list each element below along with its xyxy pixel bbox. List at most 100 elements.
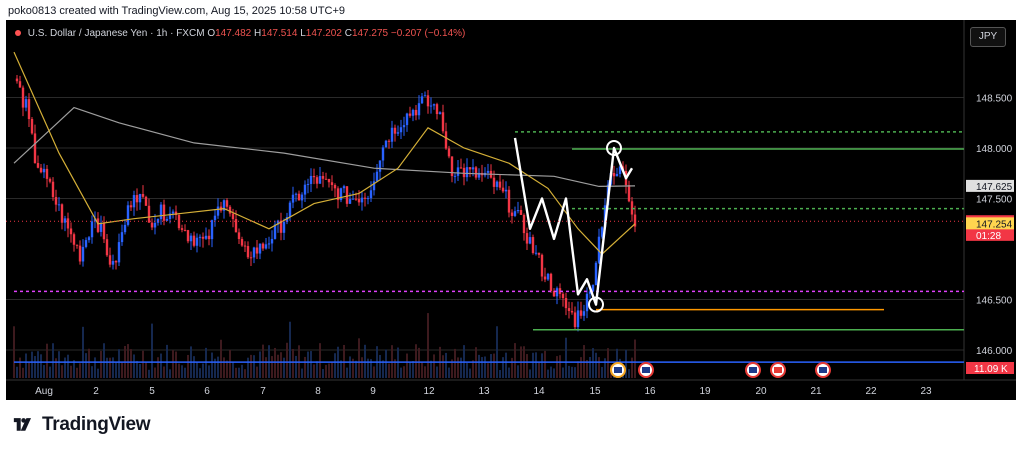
- time-tick-label: 2: [93, 386, 99, 397]
- candle-body: [471, 167, 475, 170]
- candle-body: [441, 112, 445, 132]
- currency-button[interactable]: JPY: [970, 27, 1006, 47]
- fast-ma-line: [13, 51, 636, 255]
- candle-body: [435, 104, 439, 115]
- candle-body: [618, 166, 622, 174]
- volume-bar: [232, 362, 234, 378]
- candle-body: [96, 218, 100, 232]
- volume-bar: [226, 360, 228, 378]
- price-chart[interactable]: 148.500 148.000 147.500 146.500 146.000 147.6…: [6, 20, 1016, 400]
- volume-bar: [193, 356, 195, 378]
- candle-body: [522, 214, 526, 234]
- volume-bar: [214, 358, 216, 378]
- volume-bar: [373, 366, 375, 378]
- candle-body: [294, 193, 298, 195]
- volume-bar: [382, 360, 384, 378]
- candle-body: [360, 197, 364, 203]
- volume-bar: [151, 323, 153, 378]
- volume-bar: [253, 355, 255, 378]
- candle-body: [57, 204, 61, 206]
- candle-body: [402, 125, 406, 128]
- volume-bar: [43, 365, 45, 378]
- candle-body: [357, 199, 361, 203]
- legend-low-label: L: [300, 28, 306, 39]
- volume-bar: [511, 357, 513, 378]
- candle-body: [18, 81, 22, 88]
- time-tick-label: 8: [315, 386, 321, 397]
- candle-body: [78, 245, 82, 262]
- volume-bar: [319, 343, 321, 378]
- candle-body: [519, 210, 523, 215]
- candle-body: [180, 228, 184, 230]
- volume-bar: [346, 367, 348, 378]
- volume-bar: [223, 357, 225, 378]
- volume-bar: [625, 349, 627, 378]
- candle-body: [99, 223, 103, 232]
- event-icon-inner: [642, 367, 650, 373]
- time-tick-label: 6: [204, 386, 210, 397]
- volume-bar: [295, 355, 297, 378]
- volume-bar: [301, 368, 303, 378]
- time-tick-label: 16: [644, 386, 656, 397]
- time-tick-label: 19: [699, 386, 711, 397]
- candle-body: [468, 167, 472, 170]
- candle-body: [258, 243, 262, 254]
- volume-bar: [565, 337, 567, 378]
- volume-bar: [127, 344, 129, 378]
- candle-body: [318, 176, 322, 184]
- volume-bar: [187, 354, 189, 378]
- candle-body: [486, 170, 490, 173]
- candle-body: [72, 234, 76, 245]
- volume-bar: [262, 344, 264, 378]
- candle-body: [366, 198, 370, 200]
- chart-caption: poko0813 created with TradingView.com, A…: [8, 5, 346, 17]
- candle-body: [21, 87, 25, 108]
- legend-symbol[interactable]: U.S. Dollar / Japanese Yen · 1h · FXCM: [27, 28, 205, 39]
- volume-bar: [100, 350, 102, 378]
- volume-bar: [568, 365, 570, 378]
- candle-body: [573, 312, 577, 328]
- candle-body: [510, 212, 514, 216]
- candle-body: [273, 224, 277, 239]
- volume-bar: [328, 363, 330, 378]
- chart-panel[interactable]: 148.500 148.000 147.500 146.500 146.000 147.6…: [6, 20, 1016, 400]
- candle-body: [81, 246, 85, 262]
- candle-body: [237, 232, 241, 240]
- volume-bar: [247, 357, 249, 378]
- candle-body: [264, 244, 268, 249]
- price-tick-label: 148.500: [976, 94, 1013, 105]
- volume-bar: [25, 353, 27, 378]
- volume-bar: [55, 358, 57, 378]
- candle-body: [243, 245, 247, 247]
- volume-bar: [322, 369, 324, 378]
- volume-bar: [496, 326, 498, 378]
- candle-body: [363, 197, 367, 199]
- volume-bar: [529, 369, 531, 378]
- volume-bar: [457, 357, 459, 378]
- volume-bar: [349, 356, 351, 378]
- candle-body: [246, 246, 250, 258]
- volume-bar: [313, 364, 315, 378]
- volume-bar: [430, 360, 432, 378]
- volume-bar: [331, 361, 333, 378]
- volume-bar: [508, 367, 510, 378]
- candle-body: [426, 95, 430, 107]
- price-tag-bg: [966, 217, 1014, 230]
- brand-name: TradingView: [42, 414, 151, 435]
- candle-body: [459, 167, 463, 169]
- time-tick-label: 20: [755, 386, 767, 397]
- candle-body: [126, 205, 130, 225]
- volume-bar: [274, 347, 276, 378]
- volume-bar: [220, 339, 222, 378]
- price-tick-label: 148.000: [976, 144, 1013, 155]
- candle-body: [588, 291, 592, 294]
- candle-body: [93, 218, 97, 222]
- price-tag-ma: 147.625: [976, 182, 1013, 193]
- candle-body: [354, 198, 358, 200]
- candle-body: [282, 222, 286, 233]
- volume-bar: [16, 366, 18, 378]
- volume-bar: [133, 354, 135, 378]
- volume-bar: [499, 369, 501, 378]
- candle-body: [150, 222, 154, 228]
- candle-body: [315, 177, 319, 184]
